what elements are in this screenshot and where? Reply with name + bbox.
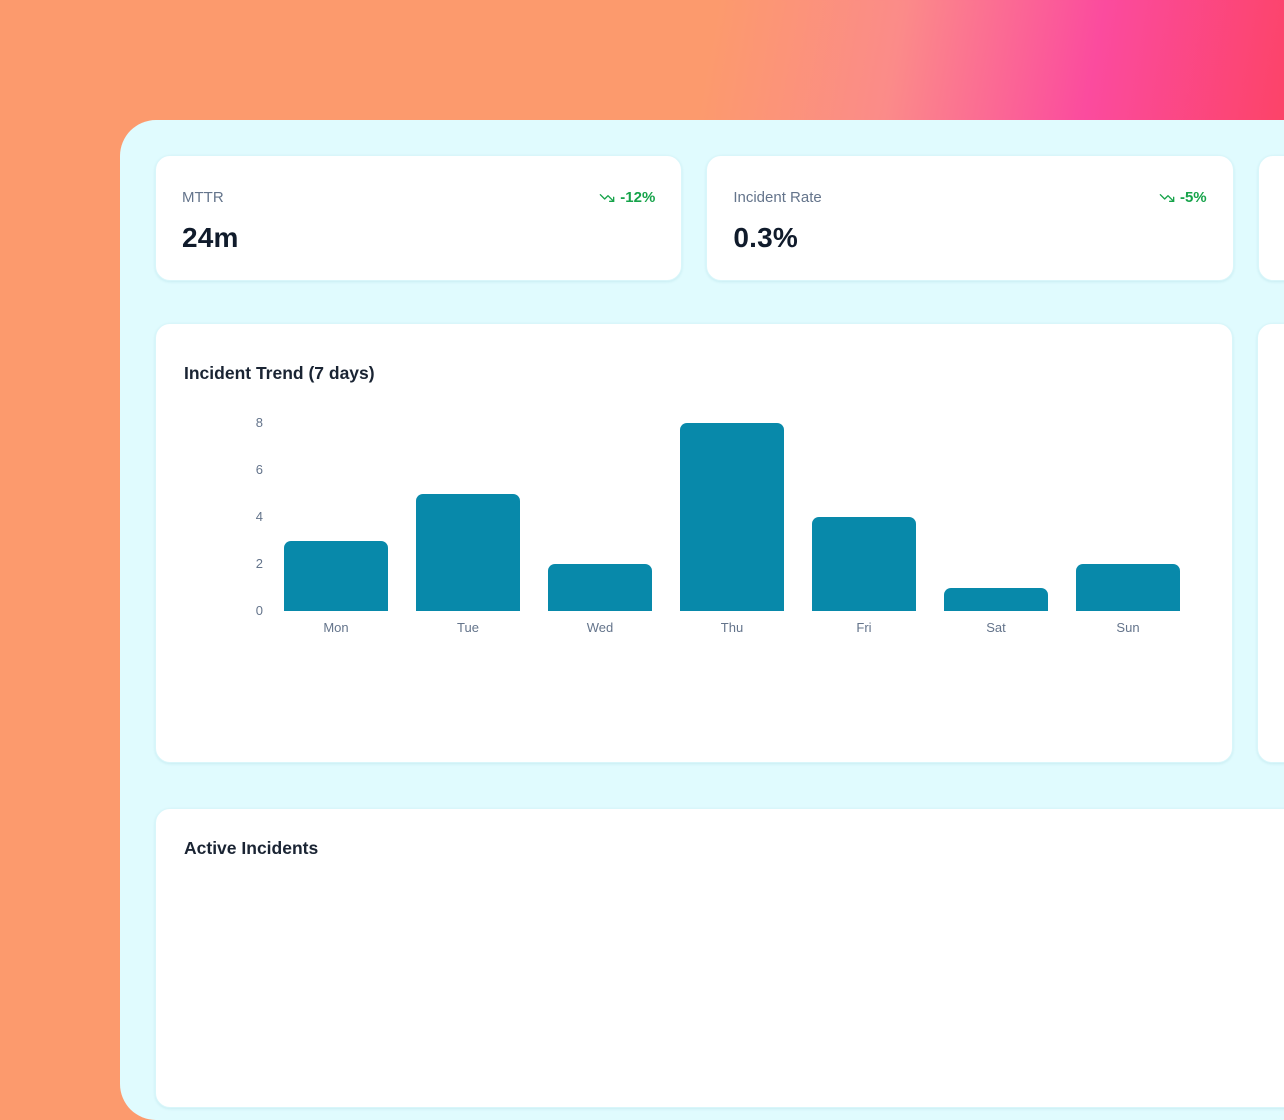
stat-card-mttr: MTTR -12% 24m bbox=[155, 155, 683, 281]
stat-card-incident-rate: Incident Rate -5% 0.3% bbox=[706, 155, 1234, 281]
dashboard-panel: MTTR -12% 24m Incident Rate -5% 0.3% I bbox=[120, 120, 1284, 1120]
y-axis-tick: 6 bbox=[255, 462, 263, 477]
stat-trend: -5% bbox=[1159, 189, 1207, 207]
trending-down-icon bbox=[599, 190, 615, 206]
x-axis-label: Sun bbox=[1116, 620, 1140, 635]
trending-down-icon bbox=[1159, 190, 1175, 206]
stat-value: 24m bbox=[182, 222, 239, 253]
x-axis-label: Sat bbox=[986, 620, 1006, 635]
bar-sat bbox=[944, 587, 1048, 611]
incident-trend-card: Incident Trend (7 days) 0 2 4 6 8 Mon Tue Wed Th… bbox=[155, 323, 1234, 763]
stat-label: MTTR bbox=[182, 189, 224, 206]
stat-trend: -12% bbox=[599, 189, 655, 207]
bar-fri bbox=[812, 517, 916, 611]
y-axis-tick: 4 bbox=[255, 509, 263, 524]
x-axis-label: Wed bbox=[586, 620, 614, 635]
x-axis-label: Mon bbox=[323, 620, 349, 635]
bar-tue bbox=[416, 493, 520, 611]
y-axis-tick: 0 bbox=[255, 603, 263, 618]
side-card-partial bbox=[1257, 323, 1284, 763]
incidents-row: Active Incidents bbox=[155, 808, 1284, 1108]
chart-row: Incident Trend (7 days) 0 2 4 6 8 Mon Tue Wed Th… bbox=[155, 323, 1284, 763]
x-axis-label: Thu bbox=[720, 620, 744, 635]
stat-trend-value: -5% bbox=[1179, 189, 1207, 206]
bar-wed bbox=[548, 564, 652, 611]
incident-trend-chart: 0 2 4 6 8 Mon Tue Wed Thu Fri Sat Sun bbox=[156, 324, 1232, 762]
x-axis-label: Tue bbox=[457, 620, 479, 635]
active-incidents-card: Active Incidents bbox=[155, 808, 1284, 1108]
stats-row: MTTR -12% 24m Incident Rate -5% 0.3% bbox=[155, 155, 1284, 281]
chart-title: Incident Trend (7 days) bbox=[184, 363, 375, 383]
incidents-title: Active Incidents bbox=[184, 838, 319, 858]
stat-trend-value: -12% bbox=[620, 189, 656, 206]
bar-mon bbox=[284, 540, 388, 611]
y-axis-tick: 8 bbox=[255, 415, 263, 430]
stat-value: 0.3% bbox=[733, 222, 798, 253]
bar-sun bbox=[1076, 564, 1180, 611]
y-axis-tick: 2 bbox=[255, 556, 263, 571]
x-axis-label: Fri bbox=[856, 620, 872, 635]
stat-card-partial bbox=[1257, 155, 1284, 281]
stat-label: Incident Rate bbox=[733, 189, 822, 206]
bar-thu bbox=[680, 423, 784, 611]
